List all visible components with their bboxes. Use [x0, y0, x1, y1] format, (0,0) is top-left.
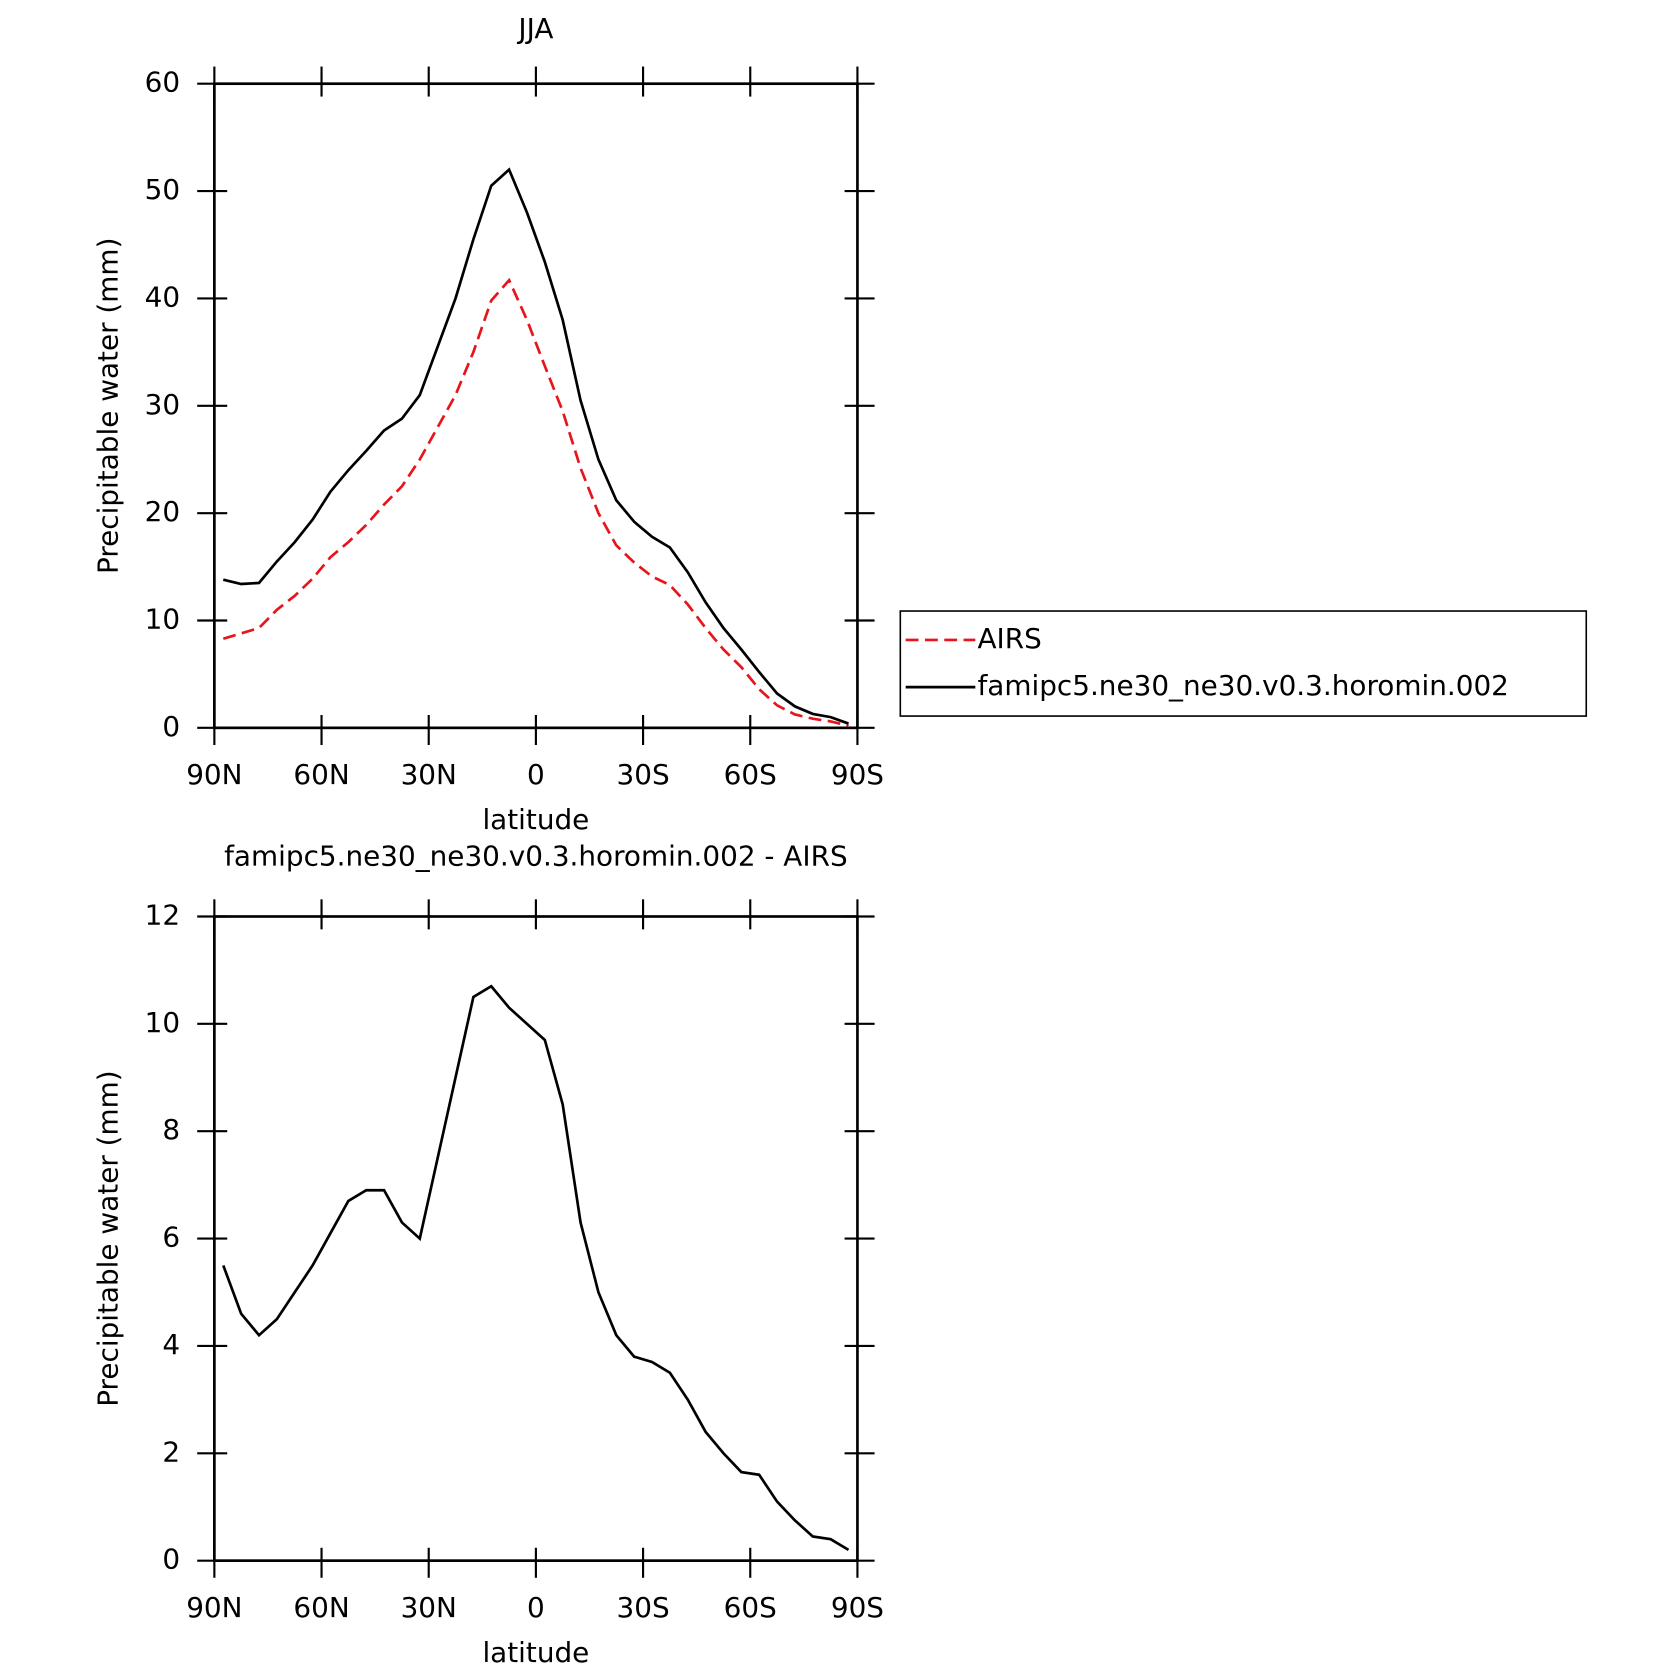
x-tick-label: 90N — [186, 1591, 242, 1624]
y-tick-label: 2 — [162, 1435, 180, 1468]
x-tick-label: 30S — [617, 1591, 670, 1624]
y-tick-label: 50 — [145, 173, 180, 206]
x-tick-label: 60S — [724, 1591, 777, 1624]
y-tick-label: 10 — [145, 1006, 180, 1039]
x-tick-label: 30S — [617, 758, 670, 791]
plot-frame — [213, 915, 859, 1562]
chart-title: JJA — [516, 12, 553, 45]
data-line — [222, 984, 850, 1552]
x-tick-label: 0 — [527, 1591, 545, 1624]
chart-title: famipc5.ne30_ne30.v0.3.horomin.002 - AIR… — [224, 840, 848, 873]
y-tick-label: 4 — [162, 1328, 180, 1361]
x-tick-label: 30N — [401, 1591, 457, 1624]
y-tick-label: 0 — [162, 710, 180, 743]
y-tick-label: 10 — [145, 602, 180, 635]
x-tick-label: 90S — [831, 758, 884, 791]
y-tick-label: 0 — [162, 1543, 180, 1576]
legend: AIRS famipc5.ne30_ne30.v0.3.horomin.002 — [899, 610, 1588, 717]
x-tick-label: 60N — [293, 758, 349, 791]
x-tick-label: 90N — [186, 758, 242, 791]
y-axis-label: Precipitable water (mm) — [91, 1070, 124, 1406]
legend-box — [899, 610, 1588, 717]
legend-label: AIRS — [977, 622, 1041, 655]
y-tick-label: 6 — [162, 1221, 180, 1254]
y-tick-label: 20 — [145, 495, 180, 528]
x-tick-label: 60N — [293, 1591, 349, 1624]
y-axis-label: Precipitable water (mm) — [91, 238, 124, 574]
y-tick-label: 30 — [145, 388, 180, 421]
x-tick-label: 90S — [831, 1591, 884, 1624]
x-axis-label: latitude — [482, 1636, 589, 1669]
x-tick-label: 30N — [401, 758, 457, 791]
data-line — [222, 277, 849, 728]
legend-label: famipc5.ne30_ne30.v0.3.horomin.002 — [977, 669, 1508, 702]
x-tick-label: 60S — [724, 758, 777, 791]
x-axis-label: latitude — [482, 803, 589, 836]
y-tick-label: 40 — [145, 280, 180, 313]
y-tick-label: 8 — [162, 1113, 180, 1146]
data-line — [222, 167, 849, 725]
x-tick-label: 0 — [527, 758, 545, 791]
y-tick-label: 60 — [145, 66, 180, 99]
plot-frame — [213, 82, 859, 730]
y-tick-label: 12 — [145, 898, 180, 931]
